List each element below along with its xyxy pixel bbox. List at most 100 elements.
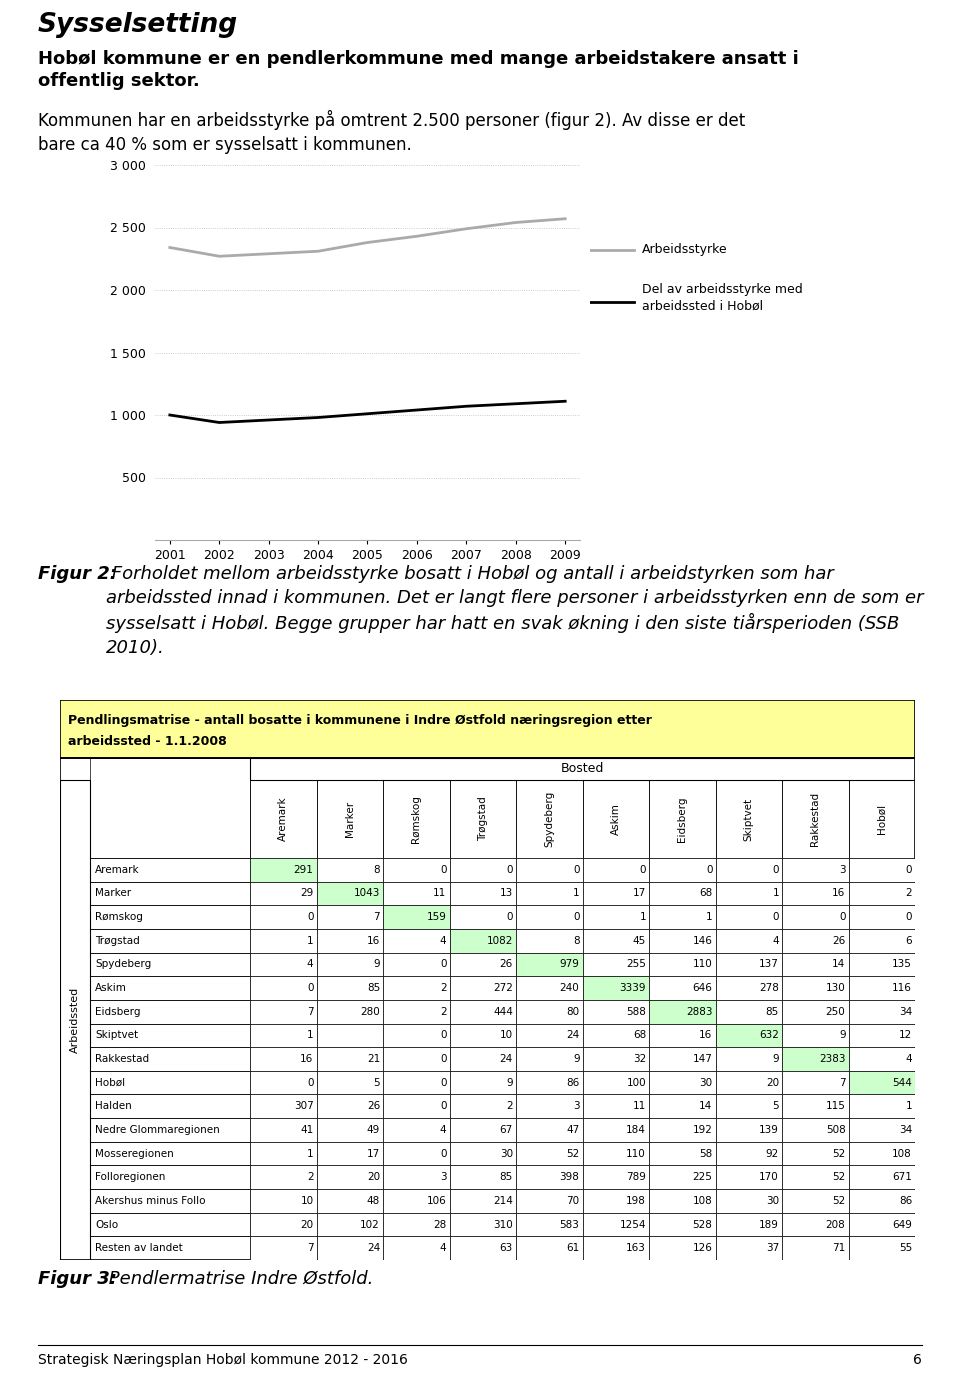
Text: Halden: Halden xyxy=(95,1101,132,1112)
Bar xyxy=(250,1095,317,1119)
Bar xyxy=(715,882,782,905)
Bar xyxy=(383,1119,449,1141)
Bar xyxy=(782,976,849,1000)
Bar xyxy=(849,1048,915,1071)
Text: 9: 9 xyxy=(573,1055,580,1064)
Bar xyxy=(449,1212,516,1236)
Text: 646: 646 xyxy=(692,983,712,993)
Bar xyxy=(250,1212,317,1236)
Bar xyxy=(250,757,915,780)
Text: 2: 2 xyxy=(307,1172,314,1182)
Text: 250: 250 xyxy=(826,1007,846,1017)
Text: 10: 10 xyxy=(500,1031,513,1041)
Text: 0: 0 xyxy=(440,1055,446,1064)
Bar xyxy=(90,1095,250,1119)
Text: 14: 14 xyxy=(832,960,846,970)
Text: 116: 116 xyxy=(892,983,912,993)
Bar xyxy=(317,1000,383,1024)
Text: 398: 398 xyxy=(560,1172,580,1182)
Text: 163: 163 xyxy=(626,1243,646,1253)
Text: 3: 3 xyxy=(839,865,846,875)
Text: Hobøl: Hobøl xyxy=(876,804,887,834)
Text: 1: 1 xyxy=(307,1148,314,1159)
Text: 16: 16 xyxy=(832,889,846,898)
Text: 240: 240 xyxy=(560,983,580,993)
Text: 11: 11 xyxy=(433,889,446,898)
Text: 30: 30 xyxy=(500,1148,513,1159)
Text: 307: 307 xyxy=(294,1101,314,1112)
Bar xyxy=(583,882,649,905)
Text: 159: 159 xyxy=(426,912,446,922)
Bar xyxy=(849,1095,915,1119)
Bar xyxy=(383,780,449,858)
Bar xyxy=(317,929,383,953)
Bar xyxy=(90,1212,250,1236)
Bar xyxy=(649,905,715,929)
Bar xyxy=(782,1236,849,1260)
Text: 80: 80 xyxy=(566,1007,580,1017)
Bar xyxy=(649,1048,715,1071)
Text: 4: 4 xyxy=(905,1055,912,1064)
Bar xyxy=(383,1000,449,1024)
Text: 12: 12 xyxy=(899,1031,912,1041)
Bar xyxy=(516,1095,583,1119)
Bar xyxy=(90,757,250,858)
Text: 5: 5 xyxy=(773,1101,779,1112)
Bar xyxy=(516,976,583,1000)
Text: 68: 68 xyxy=(633,1031,646,1041)
Bar xyxy=(383,1212,449,1236)
Text: 26: 26 xyxy=(500,960,513,970)
Bar xyxy=(317,905,383,929)
Text: 29: 29 xyxy=(300,889,314,898)
Text: 2: 2 xyxy=(905,889,912,898)
Bar xyxy=(317,1071,383,1095)
Bar xyxy=(516,1189,583,1212)
Text: 7: 7 xyxy=(307,1007,314,1017)
Text: 68: 68 xyxy=(699,889,712,898)
Bar xyxy=(715,1095,782,1119)
Bar xyxy=(516,1165,583,1189)
Text: Trøgstad: Trøgstad xyxy=(95,936,140,946)
Bar xyxy=(60,780,90,1260)
Text: Askim: Askim xyxy=(611,804,621,836)
Bar xyxy=(516,1119,583,1141)
Bar xyxy=(449,1141,516,1165)
Text: 49: 49 xyxy=(367,1124,380,1136)
Text: Pendlermatrise Indre Østfold.: Pendlermatrise Indre Østfold. xyxy=(103,1269,373,1288)
Text: 14: 14 xyxy=(699,1101,712,1112)
Bar xyxy=(715,1189,782,1212)
Text: 280: 280 xyxy=(360,1007,380,1017)
Text: 67: 67 xyxy=(500,1124,513,1136)
Text: Aremark: Aremark xyxy=(95,865,139,875)
Bar xyxy=(383,1141,449,1165)
Bar xyxy=(583,1095,649,1119)
Text: 20: 20 xyxy=(766,1078,779,1088)
Bar xyxy=(782,858,849,882)
Bar xyxy=(383,1071,449,1095)
Text: 2: 2 xyxy=(440,1007,446,1017)
Text: 0: 0 xyxy=(905,865,912,875)
Bar xyxy=(649,1024,715,1048)
Bar xyxy=(250,1236,317,1260)
Bar xyxy=(649,1071,715,1095)
Text: 52: 52 xyxy=(832,1196,846,1205)
Text: 583: 583 xyxy=(560,1219,580,1229)
Bar xyxy=(449,953,516,976)
Text: 9: 9 xyxy=(773,1055,779,1064)
Text: Resten av landet: Resten av landet xyxy=(95,1243,182,1253)
Text: 106: 106 xyxy=(427,1196,446,1205)
Bar xyxy=(250,780,317,858)
Text: 24: 24 xyxy=(367,1243,380,1253)
Bar xyxy=(317,1141,383,1165)
Bar xyxy=(649,1141,715,1165)
Bar xyxy=(383,905,449,929)
Text: 1254: 1254 xyxy=(619,1219,646,1229)
Bar xyxy=(715,976,782,1000)
Bar xyxy=(849,1071,915,1095)
Bar xyxy=(782,1212,849,1236)
Text: 1: 1 xyxy=(773,889,779,898)
Text: 2383: 2383 xyxy=(819,1055,846,1064)
Bar xyxy=(849,1165,915,1189)
Bar xyxy=(250,976,317,1000)
Text: 100: 100 xyxy=(626,1078,646,1088)
